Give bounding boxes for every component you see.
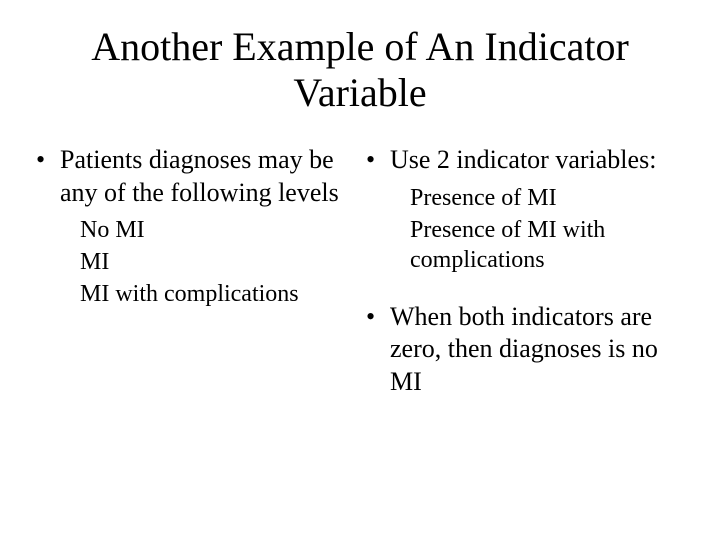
left-sub-group: No MI MI MI with complications <box>36 215 354 309</box>
columns: • Patients diagnoses may be any of the f… <box>36 144 684 404</box>
left-bullet-1: • Patients diagnoses may be any of the f… <box>36 144 354 209</box>
left-sub-2: MI <box>80 247 354 277</box>
right-sub-group: Presence of MI Presence of MI with compl… <box>366 183 684 275</box>
right-bullet-1-text: Use 2 indicator variables: <box>390 144 684 177</box>
left-sub-1: No MI <box>80 215 354 245</box>
left-bullet-1-text: Patients diagnoses may be any of the fol… <box>60 144 354 209</box>
bullet-dot-icon: • <box>366 301 390 399</box>
bullet-dot-icon: • <box>366 144 390 177</box>
left-column: • Patients diagnoses may be any of the f… <box>36 144 354 404</box>
slide: Another Example of An Indicator Variable… <box>0 0 720 540</box>
slide-title: Another Example of An Indicator Variable <box>36 24 684 116</box>
right-bullet-1: • Use 2 indicator variables: <box>366 144 684 177</box>
right-sub-1: Presence of MI <box>410 183 684 213</box>
right-bullet-2-text: When both indicators are zero, then diag… <box>390 301 684 399</box>
left-sub-3: MI with complications <box>80 279 354 309</box>
right-sub-2: Presence of MI with complications <box>410 215 684 275</box>
bullet-dot-icon: • <box>36 144 60 209</box>
right-column: • Use 2 indicator variables: Presence of… <box>366 144 684 404</box>
right-bullet-2: • When both indicators are zero, then di… <box>366 301 684 399</box>
